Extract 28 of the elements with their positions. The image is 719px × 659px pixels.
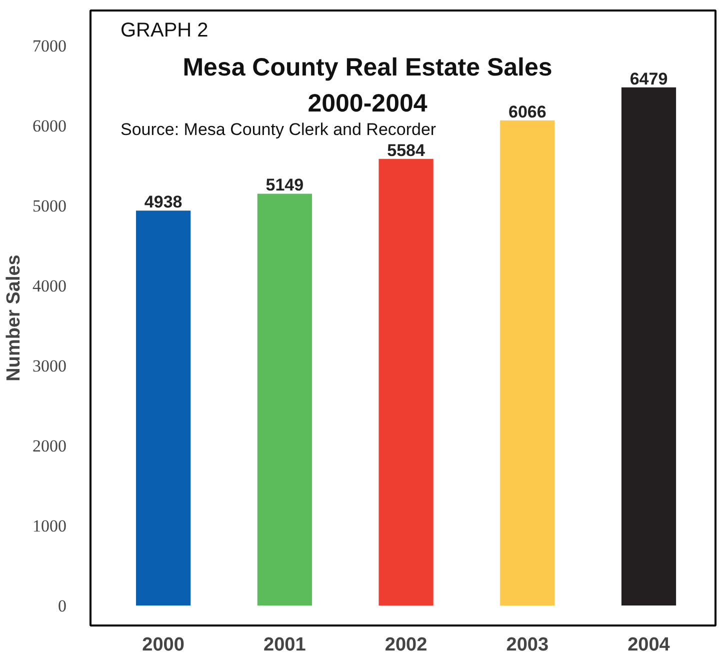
x-tick-label: 2004	[628, 634, 670, 656]
data-label: 5149	[266, 176, 304, 195]
text: 2000-2004	[308, 90, 428, 118]
x-tick-label: 2003	[506, 634, 549, 656]
bar	[621, 87, 676, 606]
x-tick-label: 2000	[142, 634, 184, 656]
y-tick-label: 2000	[32, 436, 66, 456]
bar	[136, 210, 191, 606]
data-label: 4938	[144, 192, 182, 212]
y-tick-label: 0	[58, 596, 66, 616]
bar	[500, 120, 555, 606]
bar	[378, 158, 434, 606]
x-tick-label: 2001	[264, 634, 306, 656]
bar	[257, 194, 312, 606]
annotation: Source: Mesa County Clerk and Recorder	[120, 120, 436, 139]
y-axis-title: Number Sales	[4, 254, 24, 382]
x-tick-label: 2002	[384, 634, 428, 656]
y-tick-label: 3000	[32, 356, 66, 376]
data-label: 6479	[630, 69, 668, 88]
y-tick-label: 6000	[32, 116, 66, 136]
y-tick-label: 5000	[32, 196, 66, 216]
data-label: 6066	[508, 102, 546, 122]
y-tick-label: 4000	[32, 276, 66, 296]
y-tick-label: 1000	[32, 516, 66, 536]
data-label: 5584	[387, 140, 426, 160]
y-tick-label: 7000	[32, 36, 66, 56]
annotation: GRAPH 2	[120, 20, 208, 42]
text: Mesa County Real Estate Sales	[182, 54, 552, 82]
